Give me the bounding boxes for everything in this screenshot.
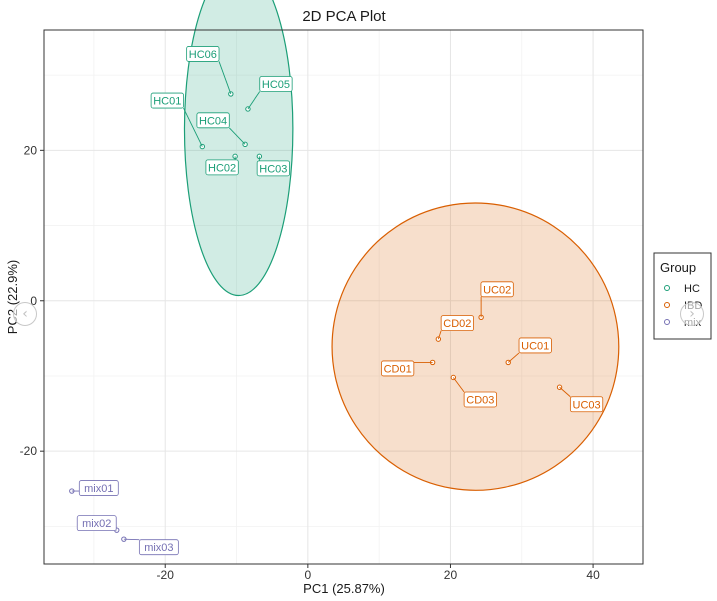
x-tick-label: 0 <box>305 568 312 582</box>
legend: Group HCIBDmix <box>653 252 712 340</box>
previous-arrow-button[interactable]: ‹ <box>13 302 37 326</box>
label-leader-line <box>183 107 203 147</box>
label-leader-line <box>228 127 246 145</box>
point-label: HC05 <box>262 79 290 91</box>
point-label: HC06 <box>189 49 217 61</box>
point-label-box <box>256 160 290 177</box>
point-labels: HC01 HC02 HC03 HC04 HC05 HC06 CD01 CD02 CD03 UC01… <box>71 46 604 556</box>
point-label: UC03 <box>573 399 601 411</box>
ellipse-ibd <box>331 202 620 491</box>
x-tick-label: -20 <box>157 568 175 582</box>
point-label-box <box>518 337 552 354</box>
point-label-box <box>78 480 119 496</box>
point-label-box <box>138 539 179 556</box>
y-tick-label: 0 <box>30 294 37 308</box>
point-label-box <box>259 76 293 92</box>
confidence-ellipses <box>183 0 620 491</box>
point-label: HC01 <box>153 96 181 108</box>
legend-marker <box>664 319 670 325</box>
label-leader-line <box>452 377 465 393</box>
x-tick-label: 40 <box>586 568 600 582</box>
chart-title: 2D PCA Plot <box>302 8 386 25</box>
point-label-box <box>480 281 514 298</box>
label-leader-line <box>247 91 261 110</box>
label-leader-line <box>507 352 520 363</box>
legend-marker <box>664 285 670 291</box>
point-label-box <box>196 112 230 129</box>
point-label-box <box>440 315 474 332</box>
chevron-right-icon: › <box>689 306 695 322</box>
point-label: mix01 <box>84 483 113 495</box>
label-leader-line <box>123 538 140 541</box>
legend-marker <box>664 302 670 308</box>
grid <box>44 30 643 564</box>
ellipse-hc <box>183 0 294 297</box>
legend-box <box>653 252 712 340</box>
point-label: UC02 <box>483 284 511 296</box>
point-label-box <box>381 360 415 377</box>
point-label: HC03 <box>259 163 287 175</box>
point-label: HC04 <box>199 115 227 127</box>
point-label: CD02 <box>443 318 471 330</box>
label-leader-line <box>218 61 232 95</box>
x-tick-label: 20 <box>444 568 458 582</box>
point-label-box <box>205 159 239 176</box>
axis-ticks: -20 0 20 40 -20 0 20 <box>20 143 600 582</box>
label-leader-line <box>437 330 442 340</box>
label-leader-line <box>559 386 571 398</box>
legend-title: Group <box>660 260 696 275</box>
x-axis-title: PC1 (25.87%) <box>303 581 385 596</box>
point-label: mix03 <box>144 542 173 554</box>
point-label-box <box>186 46 220 62</box>
point-label: UC01 <box>521 340 549 352</box>
y-tick-label: -20 <box>20 444 38 458</box>
point-label-box <box>569 396 604 413</box>
chevron-left-icon: ‹ <box>22 306 28 322</box>
point-label-box <box>463 391 497 408</box>
next-arrow-button[interactable]: › <box>680 302 704 326</box>
point-label-box <box>150 92 184 109</box>
plot-panel-border <box>43 29 644 565</box>
point-label-box <box>76 515 117 532</box>
point-label: mix02 <box>82 518 111 530</box>
point-label: CD03 <box>466 394 494 406</box>
legend-label: HC <box>684 283 700 295</box>
point-label: HC02 <box>208 162 236 174</box>
y-tick-label: 20 <box>24 143 38 157</box>
point-label: CD01 <box>384 363 412 375</box>
